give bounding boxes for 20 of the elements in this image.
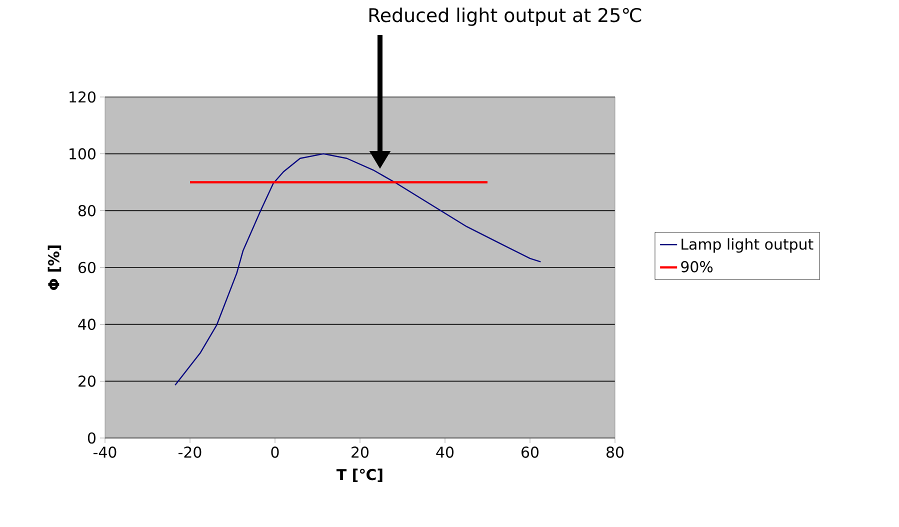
y-tick-label: 40: [78, 318, 96, 330]
x-tick-label: -20: [178, 446, 202, 458]
line-series: [174, 153, 542, 386]
y-tick-label: 20: [78, 376, 96, 387]
x-tick-label: 80: [606, 446, 624, 458]
text: Reduced light output at 25℃: [369, 8, 642, 26]
x-axis-title: T [℃]: [336, 468, 382, 482]
y-tick-label: 60: [78, 262, 96, 274]
y-tick-label: 80: [78, 205, 96, 216]
x-tick-label: 20: [352, 446, 369, 458]
y-axis-title: Φ [%]: [48, 246, 62, 290]
x-tick-label: 60: [522, 446, 539, 458]
y-tick-label: 120: [70, 91, 96, 103]
x-tick-label: 40: [436, 446, 454, 458]
legend-label: Lamp light output: [682, 238, 814, 253]
x-tick-label: 0: [271, 446, 279, 458]
x-tick-label: -40: [94, 446, 116, 458]
y-tick-label: 100: [70, 148, 96, 160]
legend-label: 90%: [681, 261, 713, 272]
y-tick-label: 0: [88, 432, 96, 444]
